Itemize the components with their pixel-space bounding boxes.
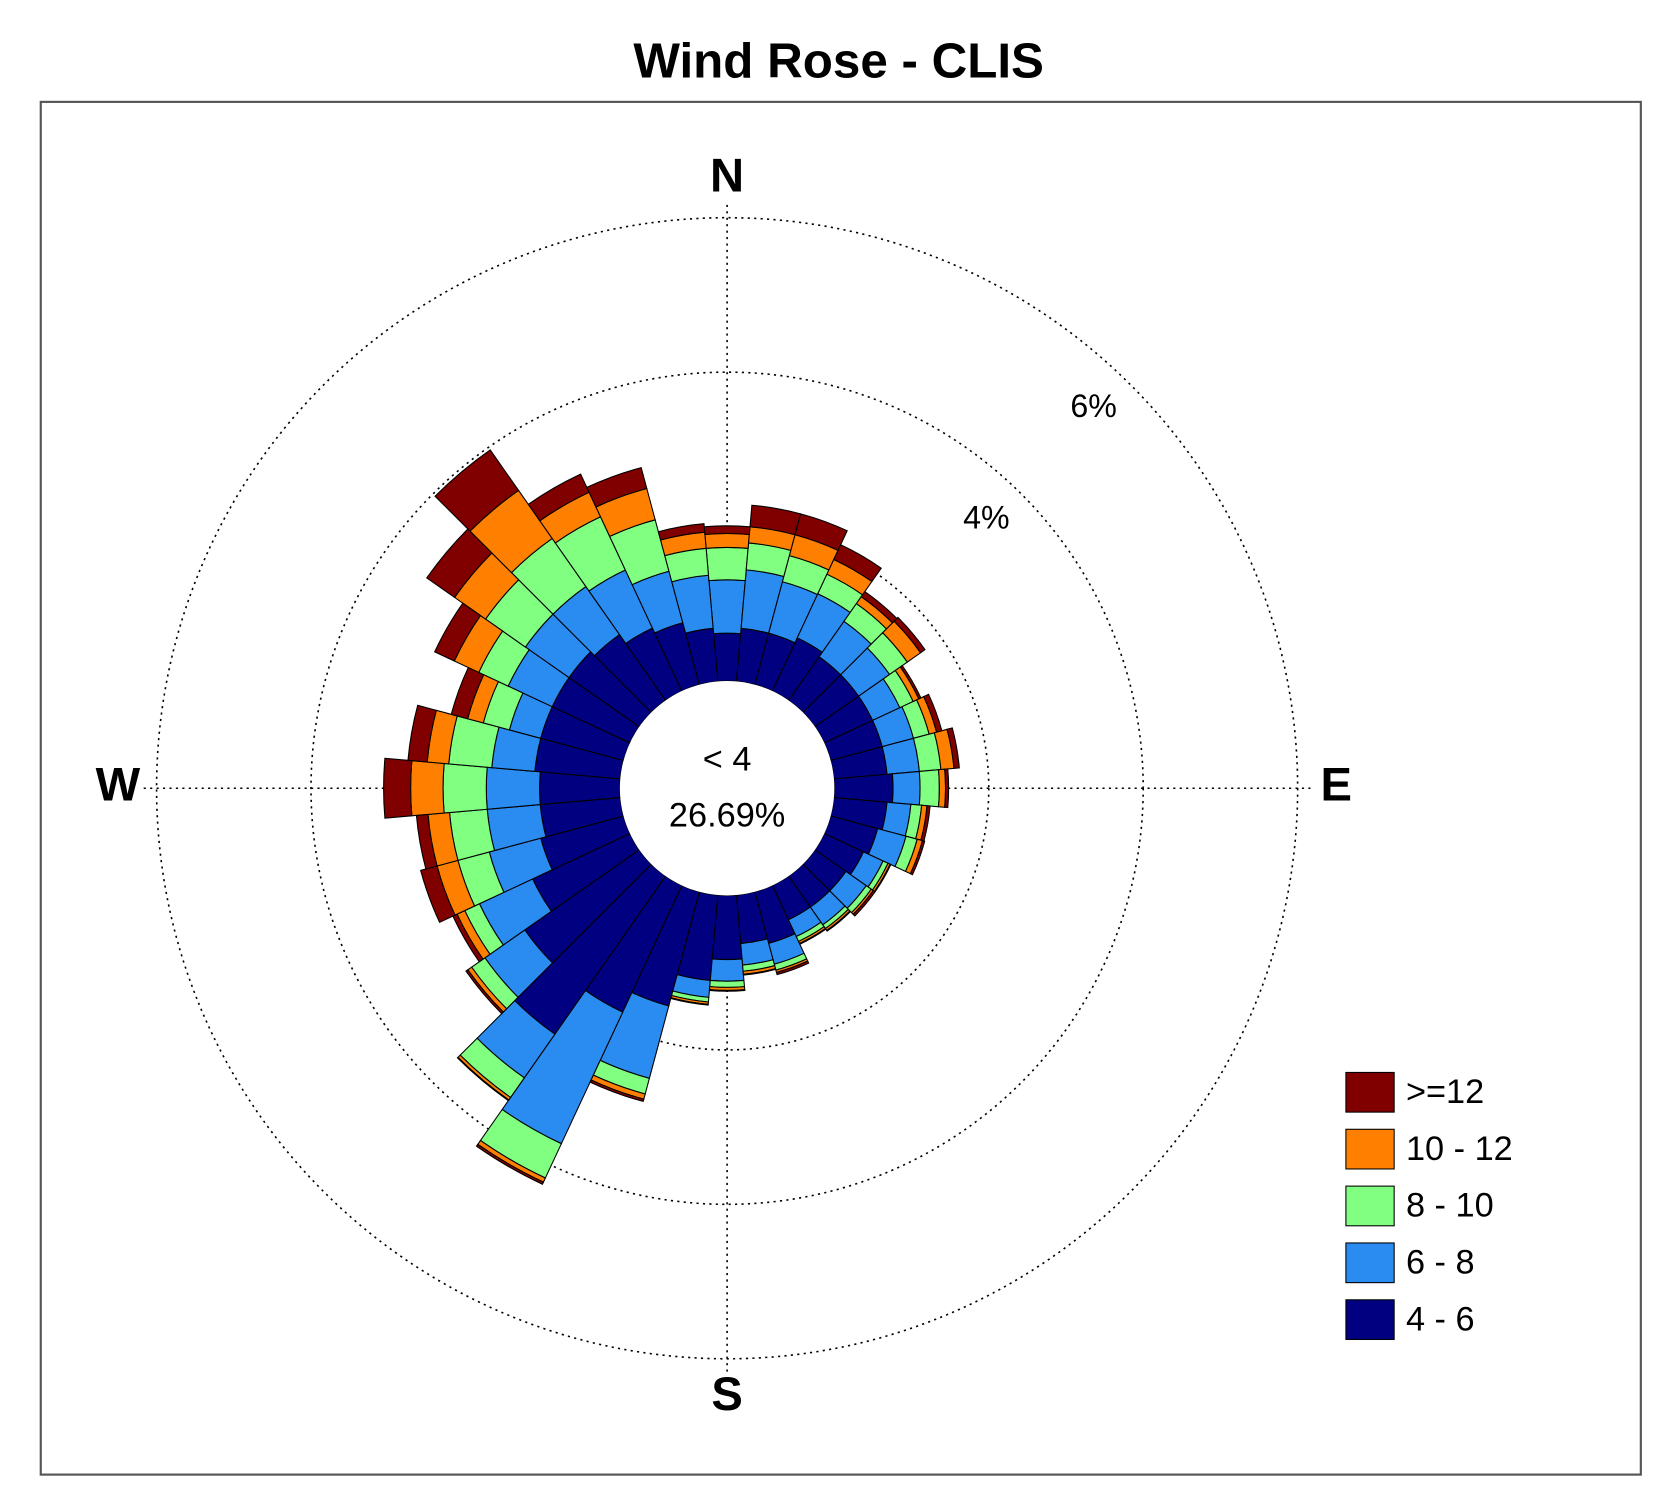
bar-segment [775,960,810,976]
legend-swatch [1345,1071,1395,1113]
legend-swatch [1345,1185,1395,1227]
bar-segment [450,666,485,720]
bar-segment [527,473,590,522]
bar-segment [383,757,413,819]
bar-segment [899,664,922,700]
ring-label: 6% [1070,388,1116,424]
bar-segment [704,532,750,549]
compass-label: N [710,149,744,202]
bar-segment [825,910,852,932]
legend-label: 4 - 6 [1406,1300,1475,1338]
bar-segment [433,602,482,662]
bar-segment [407,704,437,763]
bar-segment [465,969,505,1015]
bar-segment [709,979,746,988]
legend-label: 8 - 10 [1406,1187,1494,1225]
bar-segment [589,1079,645,1103]
bar-segment [475,1143,545,1185]
bar-segment [937,768,947,808]
bar-segment [456,1056,510,1102]
bar-segment [703,525,751,536]
legend-label: >=12 [1406,1073,1484,1111]
calm-disk [619,681,835,896]
legend-swatch [1345,1299,1395,1341]
bar-segment [918,769,940,808]
chart-title: Wind Rose - CLIS [633,33,1044,88]
legend-label: 10 - 12 [1406,1130,1513,1168]
bar-segment [852,889,876,917]
ring-label-bg [1059,389,1128,428]
bar-segment [798,927,827,945]
bar-segment [833,544,882,583]
bar-segment [709,958,745,982]
bar-segment [586,466,648,508]
bar-segment [657,523,706,541]
compass-label: W [96,758,141,811]
calm-value: 26.69% [669,796,785,834]
ring-label: 4% [963,499,1009,535]
compass-label: S [711,1367,742,1420]
bar-segment [922,693,943,733]
bar-segment [708,579,746,635]
legend-swatch [1345,1242,1395,1284]
calm-label: < 4 [703,740,752,778]
bar-segment [893,616,926,654]
bar-segment [794,513,848,552]
ring-label-bg [952,500,1021,540]
bar-segment [670,997,709,1006]
grid-ring [155,216,1299,1360]
bar-segment [485,766,541,810]
grid-ring [464,525,990,1051]
compass-label: E [1321,758,1352,811]
bar-segment [434,449,520,532]
bar-segment [909,839,926,876]
bar-segment [442,762,488,814]
grid-ring [310,371,1145,1206]
legend-swatch [1345,1128,1395,1170]
bar-segment [742,968,777,976]
bar-segment [946,727,960,769]
bar-segment [410,760,445,817]
bar-segment [708,989,746,992]
bar-segment [891,770,921,806]
bar-segment [419,865,456,924]
bar-segment [705,546,749,582]
bar-segment [415,813,438,870]
legend-label: 6 - 8 [1406,1243,1475,1281]
bar-segment [944,768,950,809]
